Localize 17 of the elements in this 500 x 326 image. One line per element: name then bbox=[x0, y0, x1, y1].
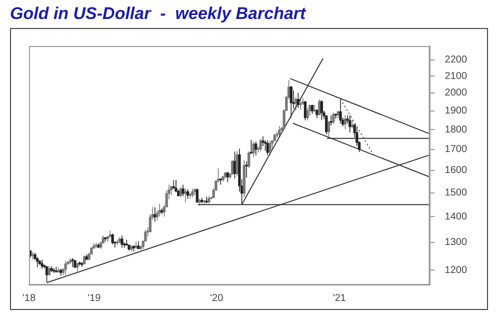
y-tick-label: 2100 bbox=[444, 70, 468, 82]
x-tick-label: '20 bbox=[210, 292, 224, 304]
x-tick-label: '18 bbox=[22, 292, 36, 304]
panel-frame: '18 '19 '20 '21 1200 1300 1400 1500 1600 1700 1800 1900 2000 2100 2200 bbox=[10, 28, 488, 310]
y-tick-label: 2200 bbox=[444, 54, 468, 66]
y-tick-label: 2000 bbox=[444, 88, 468, 99]
y-tick-label: 1400 bbox=[444, 211, 468, 222]
y-tick-label: 1200 bbox=[444, 264, 468, 276]
y-tick-label: 1300 bbox=[444, 237, 468, 248]
chart-title: Gold in US-Dollar - weekly Barchart bbox=[10, 4, 306, 24]
y-tick-label: 1800 bbox=[444, 124, 468, 136]
y-tick-label: 1600 bbox=[444, 165, 468, 176]
y-tick-label: 1500 bbox=[444, 188, 468, 199]
y-tick-label: 1700 bbox=[444, 144, 468, 156]
y-tick-label: 1900 bbox=[444, 106, 468, 117]
x-tick-label: '19 bbox=[88, 292, 102, 304]
x-tick-label: '21 bbox=[332, 292, 346, 304]
